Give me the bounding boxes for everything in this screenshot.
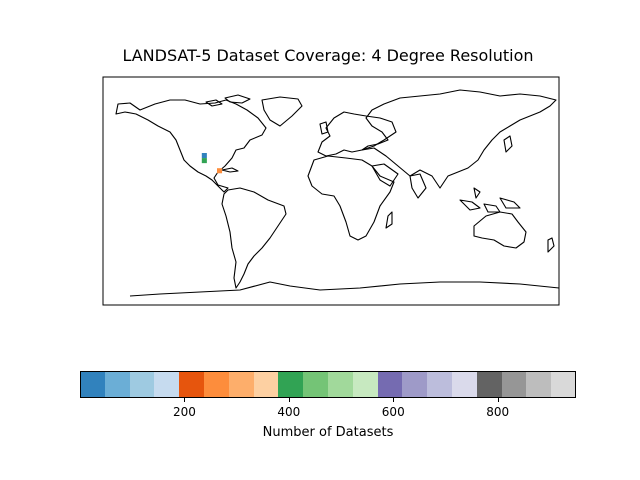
colorbar xyxy=(80,371,577,398)
colorbar-swatch xyxy=(278,371,304,398)
coverage-cell xyxy=(201,158,207,164)
coastline-australia xyxy=(473,211,527,249)
coastline-caribbean xyxy=(221,167,239,173)
colorbar-tick-label: 600 xyxy=(381,405,405,419)
colorbar-tick-label: 200 xyxy=(172,405,196,419)
colorbar-tick-mark xyxy=(393,398,395,402)
map-border xyxy=(102,76,560,306)
colorbar-tick-mark xyxy=(184,398,186,402)
coverage-cell xyxy=(217,168,223,174)
coastline-new-zealand xyxy=(547,237,555,253)
coastline-antarctica xyxy=(129,281,560,297)
coastline-japan xyxy=(503,135,513,153)
colorbar-swatch xyxy=(253,371,279,398)
colorbar-swatch xyxy=(551,371,577,398)
coastline-madagascar xyxy=(385,211,393,229)
colorbar-swatch xyxy=(154,371,180,398)
colorbar-swatch xyxy=(452,371,478,398)
coastline-south-america xyxy=(221,187,287,289)
colorbar-swatch xyxy=(476,371,503,398)
chart-title: LANDSAT-5 Dataset Coverage: 4 Degree Res… xyxy=(122,46,534,65)
coastline-indonesia xyxy=(459,187,521,213)
colorbar-swatch xyxy=(179,371,205,398)
coastline-asia xyxy=(361,89,557,189)
colorbar-swatch xyxy=(377,371,403,398)
colorbar-swatch xyxy=(501,371,527,398)
coastline-arabia xyxy=(371,163,399,187)
colorbar-swatch xyxy=(526,371,552,398)
colorbar-swatch xyxy=(204,371,230,398)
coverage-cells xyxy=(201,153,223,174)
colorbar-label: Number of Datasets xyxy=(262,425,394,440)
coastline-greenland xyxy=(261,96,303,127)
coverage-cell xyxy=(201,153,207,159)
colorbar-swatch xyxy=(303,371,329,398)
coastline-uk xyxy=(319,121,329,135)
coastline-north-america xyxy=(115,99,267,193)
colorbar-swatch xyxy=(80,371,106,398)
colorbar-swatch xyxy=(228,371,255,398)
coastline-india xyxy=(409,173,427,199)
colorbar-swatch xyxy=(129,371,155,398)
colorbar-tick-label: 800 xyxy=(486,405,510,419)
coastline-africa xyxy=(307,155,395,241)
colorbar-swatch xyxy=(352,371,379,398)
colorbar-tick-mark xyxy=(497,398,499,402)
colorbar-swatch xyxy=(104,371,131,398)
colorbar-tick-mark xyxy=(288,398,290,402)
colorbar-swatch xyxy=(402,371,428,398)
coastline-canada-islands xyxy=(205,94,251,107)
colorbar-swatch xyxy=(328,371,354,398)
colorbar-swatch xyxy=(427,371,453,398)
coastline-europe xyxy=(317,111,397,157)
colorbar-tick-label: 400 xyxy=(277,405,301,419)
